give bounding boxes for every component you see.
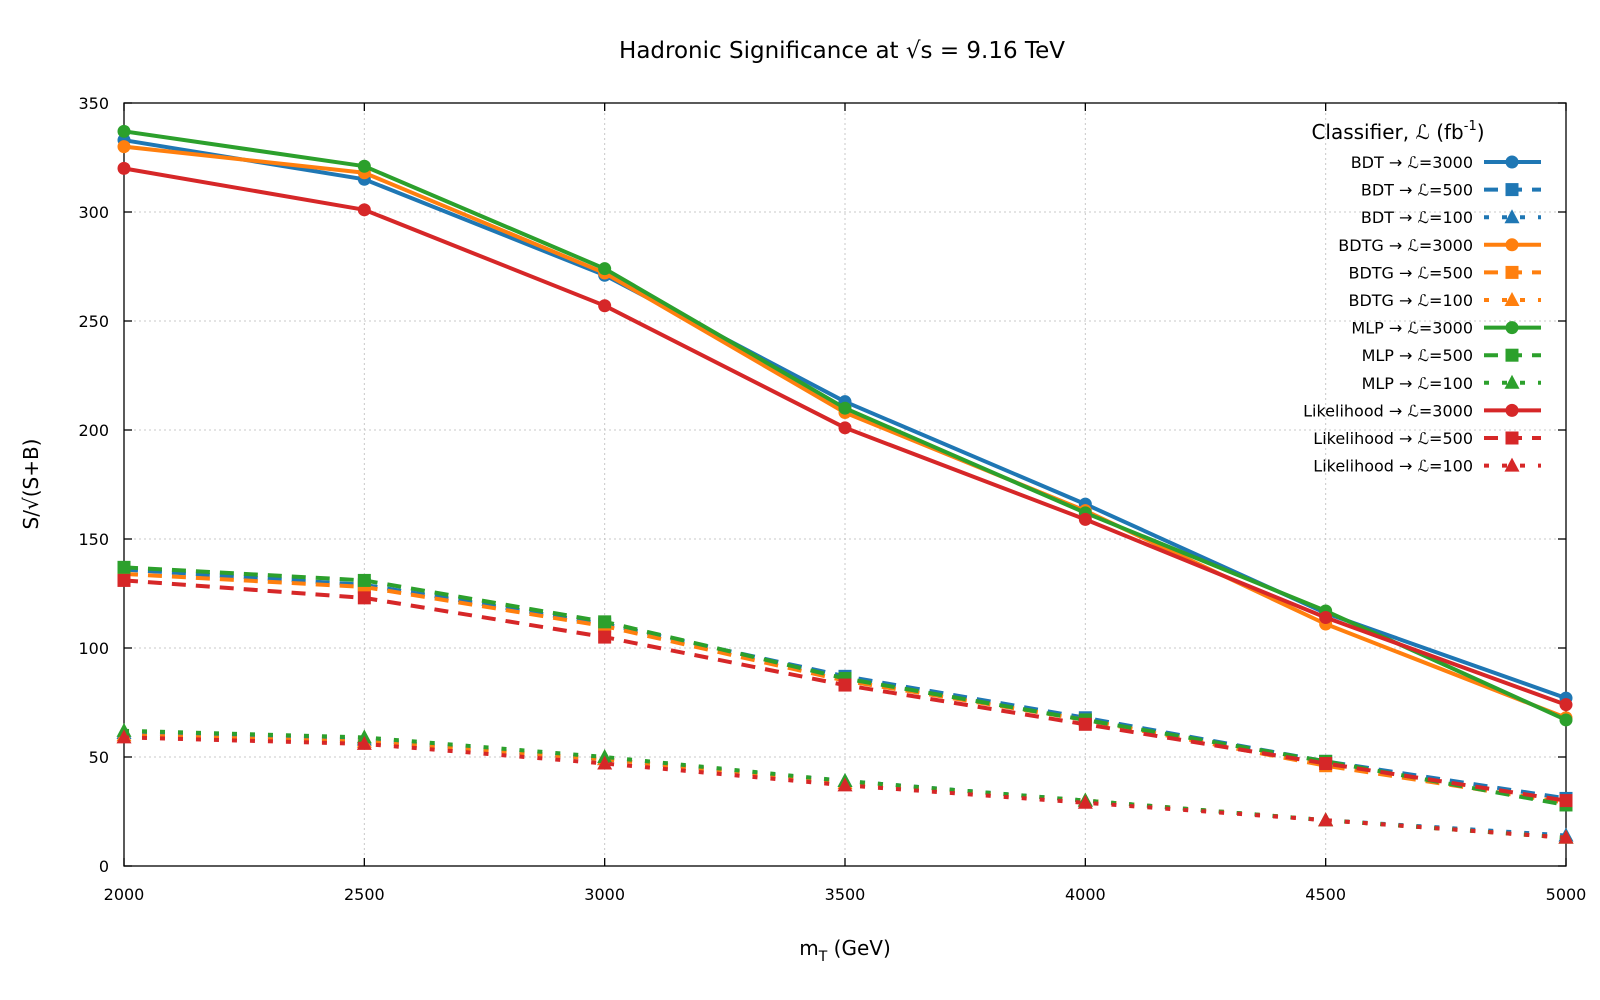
x-axis-label: mT (GeV) — [799, 936, 891, 965]
y-axis-label: S/√(S+B) — [19, 439, 43, 530]
data-point — [598, 299, 612, 313]
legend-label: BDT → ℒ=100 — [1361, 208, 1473, 227]
legend-label: MLP → ℒ=500 — [1362, 346, 1473, 365]
y-tick-label: 200 — [78, 421, 109, 440]
series-group — [116, 124, 1574, 844]
data-point — [838, 421, 852, 435]
legend-item: BDTG → ℒ=500 — [1348, 263, 1541, 282]
series-likelihood-3000 — [117, 161, 1573, 712]
data-point — [1559, 713, 1573, 727]
legend-marker — [1505, 238, 1519, 252]
data-point — [116, 729, 132, 744]
legend-label: BDTG → ℒ=100 — [1348, 291, 1473, 310]
legend-title-sup: -1 — [1464, 119, 1477, 134]
data-point — [117, 140, 131, 154]
y-tick-label: 100 — [78, 639, 109, 658]
legend-item: Likelihood → ℒ=3000 — [1303, 401, 1541, 420]
legend-marker — [1505, 265, 1519, 279]
x-axis-label-unit: (GeV) — [827, 936, 890, 960]
legend-marker — [1505, 403, 1519, 417]
data-point — [357, 203, 371, 217]
chart-title: Hadronic Significance at √s = 9.16 TeV — [619, 38, 1065, 64]
series-likelihood-500 — [117, 573, 1573, 808]
x-tick-label: 3000 — [584, 885, 625, 904]
legend-item: MLP → ℒ=500 — [1362, 346, 1541, 365]
legend-item: BDT → ℒ=100 — [1361, 208, 1541, 227]
data-point — [1078, 512, 1092, 526]
legend-item: Likelihood → ℒ=500 — [1313, 429, 1541, 448]
data-point — [1558, 829, 1574, 844]
legend-marker — [1505, 348, 1519, 362]
data-point — [356, 735, 372, 750]
legend-item: BDT → ℒ=3000 — [1351, 153, 1541, 172]
data-point — [598, 262, 612, 276]
legend-marker — [1504, 374, 1520, 389]
legend-marker — [1505, 155, 1519, 169]
y-tick-label: 350 — [78, 94, 109, 113]
data-point — [1559, 794, 1573, 808]
legend-title-end: ) — [1477, 120, 1485, 144]
legend-marker — [1505, 183, 1519, 197]
data-point — [837, 777, 853, 792]
data-point — [838, 678, 852, 692]
data-point — [117, 161, 131, 175]
legend-item: BDTG → ℒ=100 — [1348, 291, 1541, 310]
legend-label: MLP → ℒ=3000 — [1351, 319, 1473, 338]
x-tick-label: 5000 — [1546, 885, 1587, 904]
legend-title-main: Classifier, ℒ (fb — [1311, 120, 1463, 144]
legend-title: Classifier, ℒ (fb-1) — [1311, 119, 1484, 144]
legend-label: BDT → ℒ=500 — [1361, 181, 1473, 200]
legend-label: BDT → ℒ=3000 — [1351, 153, 1473, 172]
legend-marker — [1505, 431, 1519, 445]
legend-label: BDTG → ℒ=500 — [1348, 263, 1473, 282]
legend-label: MLP → ℒ=100 — [1362, 374, 1473, 393]
x-axis-label-main: m — [799, 936, 818, 960]
legend-item: BDT → ℒ=500 — [1361, 181, 1541, 200]
data-point — [1319, 610, 1333, 624]
x-tick-label: 4000 — [1065, 885, 1106, 904]
data-point — [117, 573, 131, 587]
legend-marker — [1504, 457, 1520, 472]
legend-marker — [1504, 209, 1520, 224]
legend-item: MLP → ℒ=3000 — [1351, 319, 1541, 338]
data-point — [1318, 812, 1334, 827]
data-point — [597, 755, 613, 770]
data-point — [1559, 698, 1573, 712]
y-tick-label: 250 — [78, 312, 109, 331]
legend-marker — [1504, 292, 1520, 306]
data-point — [1077, 794, 1093, 809]
legend-item: BDTG → ℒ=3000 — [1338, 236, 1541, 255]
axis-ticks: 2000 2500 3000 3500 4000 4500 5000 0 50 100 150 200… — [78, 94, 1586, 904]
data-point — [117, 124, 131, 138]
data-point — [1078, 717, 1092, 731]
x-tick-label: 2500 — [344, 885, 385, 904]
legend-item: Likelihood → ℒ=100 — [1313, 457, 1541, 476]
data-point — [357, 573, 371, 587]
series-likelihood-100 — [116, 729, 1574, 844]
legend-label: Likelihood → ℒ=100 — [1313, 457, 1473, 476]
y-tick-label: 0 — [99, 857, 109, 876]
x-tick-label: 4500 — [1305, 885, 1346, 904]
data-point — [598, 630, 612, 644]
legend: Classifier, ℒ (fb-1) BDT → ℒ=3000 BDT → ℒ… — [1303, 119, 1541, 476]
x-tick-label: 2000 — [104, 885, 145, 904]
legend-label: Likelihood → ℒ=500 — [1313, 429, 1473, 448]
y-tick-label: 300 — [78, 203, 109, 222]
y-tick-label: 150 — [78, 530, 109, 549]
x-tick-label: 3500 — [825, 885, 866, 904]
data-point — [357, 591, 371, 605]
data-point — [117, 560, 131, 574]
legend-item: MLP → ℒ=100 — [1362, 374, 1541, 393]
data-point — [598, 615, 612, 629]
data-point — [1319, 757, 1333, 771]
x-axis-label-sub: T — [818, 949, 828, 965]
y-tick-label: 50 — [89, 748, 109, 767]
data-point — [357, 159, 371, 173]
legend-label: Likelihood → ℒ=3000 — [1303, 401, 1473, 420]
legend-marker — [1505, 321, 1519, 335]
data-point — [838, 401, 852, 415]
legend-label: BDTG → ℒ=3000 — [1338, 236, 1473, 255]
